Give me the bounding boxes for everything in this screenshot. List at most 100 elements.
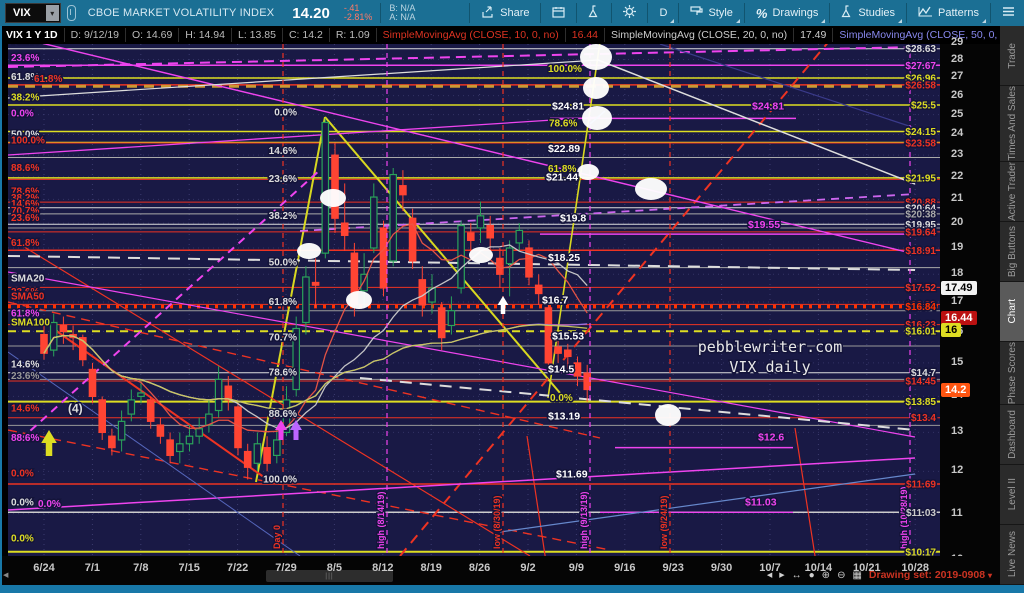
- chart-text-label: high (9/13/19): [579, 491, 589, 549]
- y-axis-tick: 25: [951, 107, 964, 120]
- event-verticals: Day 0 high (8/14/19) low (8/30/19) high (9/…: [271, 44, 911, 556]
- chart-plot-area[interactable]: Day 0 high (8/14/19) low (8/30/19) high (9/…: [7, 34, 940, 576]
- patterns-button[interactable]: Patterns: [909, 0, 988, 26]
- price-axis[interactable]: 2928272625242322212019181716151413121110…: [940, 36, 1000, 585]
- sidebar-tab-label: Chart: [1006, 299, 1018, 324]
- x-axis-date: 8/12: [372, 562, 394, 574]
- change-value: -.41: [343, 3, 360, 13]
- x-axis-date: 9/16: [614, 562, 636, 574]
- chart-text-label: $16.01: [905, 327, 936, 338]
- time-scrollbar[interactable]: |||: [266, 570, 393, 582]
- legend-cell[interactable]: D: 9/12/19: [65, 28, 127, 42]
- studies-button[interactable]: Studies: [832, 0, 904, 26]
- x-axis-date: 8/26: [468, 562, 491, 574]
- price-lines: [8, 48, 940, 553]
- studies-icon: [841, 5, 853, 21]
- zoom-in-icon[interactable]: ⊕: [821, 569, 831, 581]
- scroll-left-icon[interactable]: ◀: [3, 572, 9, 579]
- gear-button[interactable]: [614, 0, 645, 26]
- link-color-icon[interactable]: [66, 5, 76, 21]
- legend-cell[interactable]: SimpleMovingAvg (CLOSE, 50, 0, no): [833, 28, 1023, 42]
- legend-cell[interactable]: SimpleMovingAvg (CLOSE, 10, 0, no): [377, 28, 566, 42]
- chevron-down-icon[interactable]: ▾: [45, 5, 59, 21]
- chart-canvas[interactable]: Day 0 high (8/14/19) low (8/30/19) high (9/…: [7, 34, 940, 576]
- y-axis-tick: 11: [951, 506, 963, 519]
- dropdown-corner-icon: [735, 19, 740, 23]
- y-axis-tick: 22: [951, 169, 964, 182]
- chart-text-label: $18.25: [548, 252, 580, 264]
- sidebar-tab-phase-scores[interactable]: Phase Scores: [1000, 341, 1024, 405]
- patterns-icon: [918, 6, 933, 20]
- chart-text-label: $21.44: [546, 171, 578, 183]
- sidebar-tab-big-buttons[interactable]: Big Buttons: [1000, 221, 1024, 282]
- share-button[interactable]: Share: [472, 0, 538, 26]
- sidebar-tab-active-trader[interactable]: Active Trader: [1000, 161, 1024, 222]
- chart-text-label: 23.6%: [11, 371, 39, 382]
- bid-ask-stack: B: N/A A: N/A: [389, 4, 415, 22]
- symbol-selector[interactable]: VIX ▾: [5, 3, 61, 23]
- drawing-set-label: Drawing set: 2019-0908: [868, 569, 986, 581]
- sidebar-tab-dashboard[interactable]: Dashboard: [1000, 405, 1024, 466]
- reset-icon[interactable]: ●: [808, 569, 815, 581]
- drawing-set-selector[interactable]: Drawing set: 2019-0908 ▾: [869, 569, 992, 581]
- menu-icon: [1002, 6, 1015, 20]
- dropdown-corner-icon: [982, 19, 986, 23]
- y-axis-tick: 26: [951, 88, 964, 101]
- gridlines: [8, 41, 940, 561]
- drawings-icon: %: [755, 5, 768, 21]
- chart-text-label: $25.5: [911, 101, 936, 112]
- drawings-button[interactable]: % Drawings: [747, 0, 827, 26]
- chart-text-label: 70.7%: [11, 206, 39, 217]
- legend-cell[interactable]: O: 14.69: [126, 28, 180, 42]
- gear-icon: [623, 5, 637, 21]
- chart-text-label: 38.2%: [11, 92, 39, 103]
- sidebar-tab-times-and-sales[interactable]: Times And Sales: [1000, 86, 1024, 162]
- legend-cell[interactable]: VIX 1 Y 1D: [0, 28, 65, 42]
- chart-text-label: $16.23: [905, 320, 936, 331]
- top-toolbar: VIX ▾ CBOE MARKET VOLATILITY INDEX 14.20…: [0, 0, 1024, 26]
- sidebar-tab-trade[interactable]: Trade: [1000, 26, 1024, 87]
- last-price: 14.20: [292, 4, 330, 22]
- legend-cell[interactable]: 16.44: [566, 28, 606, 42]
- chart-text-label: $13.4: [911, 413, 936, 424]
- legend-cell[interactable]: R: 1.09: [330, 28, 377, 42]
- chart-text-label: Day 0: [272, 525, 282, 549]
- y-axis-tick: 24: [951, 127, 964, 140]
- style-button[interactable]: Style: [681, 0, 741, 26]
- pan-right-icon[interactable]: ▶: [779, 572, 785, 579]
- chart-controls: ◀ ▶ ↔ ● ⊕ ⊖ ▦ Drawing set: 2019-0908 ▾: [767, 569, 992, 581]
- trendlines[interactable]: [7, 34, 916, 576]
- time-axis[interactable]: ◀ ||| ◀ ▶ ↔ ● ⊕ ⊖ ▦ Drawing set: 2019-0908 ▾ 6/…: [0, 556, 1000, 585]
- calendar-button[interactable]: [543, 0, 574, 26]
- sidebar-tab-chart[interactable]: Chart: [1000, 281, 1024, 342]
- chart-text-label: 0.0%: [38, 499, 61, 510]
- timeframe-label: D: [659, 7, 668, 19]
- pan-left-icon[interactable]: ◀: [766, 572, 773, 579]
- legend-cell[interactable]: L: 13.85: [232, 28, 283, 42]
- legend-cell[interactable]: H: 14.94: [179, 28, 232, 42]
- dropdown-corner-icon: [821, 19, 826, 23]
- sidebar-tab-live-news[interactable]: Live News: [1000, 525, 1024, 586]
- fit-width-icon[interactable]: ↔: [791, 569, 802, 581]
- grid-settings-icon[interactable]: ▦: [852, 569, 862, 581]
- ellipse-annotations[interactable]: [297, 44, 681, 426]
- chart-text-label: low (9/24/19): [659, 495, 669, 549]
- legend-cell[interactable]: 17.49: [794, 28, 834, 42]
- timeframe-button[interactable]: D: [650, 0, 676, 26]
- sidebar-tab-label: Big Buttons: [1006, 225, 1018, 277]
- chart-text-label: high (10/28/19): [899, 486, 909, 549]
- zoom-out-icon[interactable]: ⊖: [837, 569, 846, 581]
- chart-text-label: 100.0%: [548, 64, 582, 75]
- legend-cell[interactable]: C: 14.2: [283, 28, 330, 42]
- sidebar-tab-label: Dashboard: [1006, 410, 1018, 459]
- arrow-annotations[interactable]: [41, 296, 509, 456]
- menu-button[interactable]: [993, 0, 1024, 26]
- drawings-label: Drawings: [772, 7, 819, 19]
- flask-button[interactable]: [579, 0, 609, 26]
- share-icon: [481, 5, 495, 21]
- chart-text-label: 0.0%: [11, 498, 34, 509]
- sidebar-tab-level-ii[interactable]: Level II: [1000, 465, 1024, 526]
- sidebar-tab-label: Level II: [1006, 478, 1018, 511]
- legend-cell[interactable]: SimpleMovingAvg (CLOSE, 20, 0, no): [605, 28, 795, 42]
